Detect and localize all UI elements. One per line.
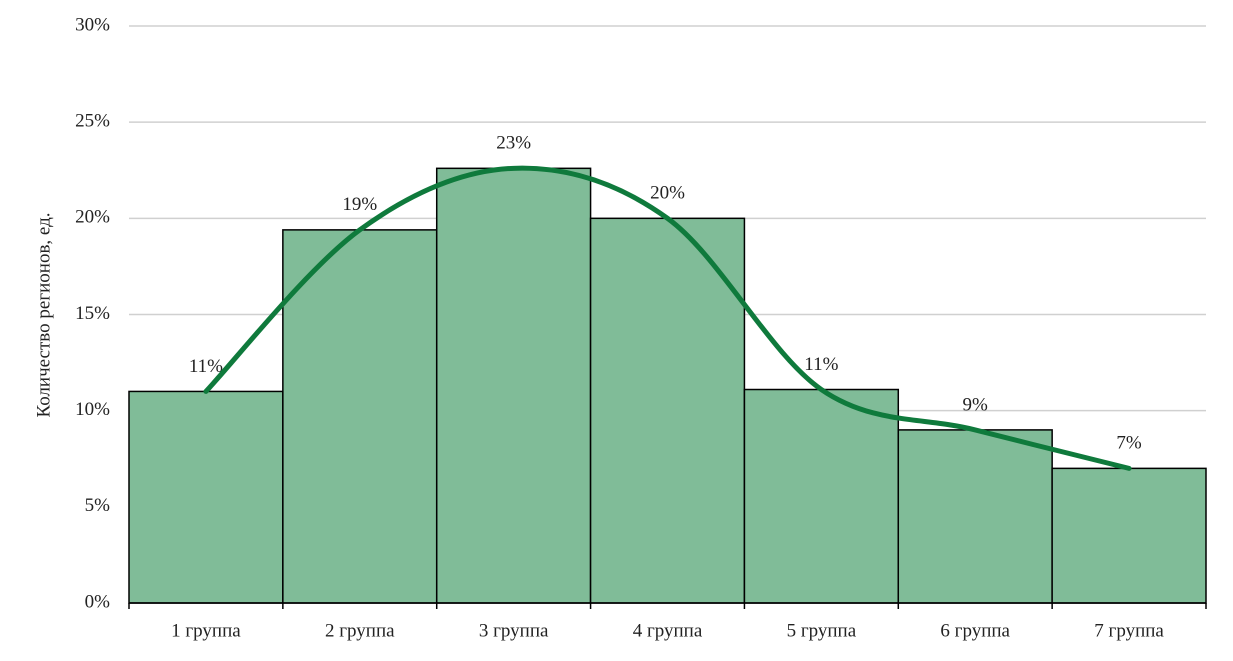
- bar: [128, 390, 284, 604]
- y-tick-label: 20%: [75, 207, 110, 228]
- bar: [435, 167, 592, 604]
- y-tick-label: 10%: [75, 399, 110, 420]
- bar: [1051, 467, 1207, 604]
- data-label: 20%: [650, 183, 685, 204]
- x-tick-label: 3 группа: [479, 620, 549, 641]
- x-tick-label: 6 группа: [940, 620, 1010, 641]
- y-axis-title: Количество регионов, ед.: [33, 212, 54, 417]
- y-tick-label: 0%: [85, 591, 111, 612]
- x-tick-label: 1 группа: [171, 620, 241, 641]
- x-tick-label: 5 группа: [787, 620, 857, 641]
- bar: [743, 388, 900, 604]
- data-label: 7%: [1116, 433, 1142, 454]
- bar: [897, 429, 1053, 604]
- data-label: 19%: [342, 194, 377, 215]
- y-tick-label: 25%: [75, 111, 110, 132]
- data-label: 23%: [496, 133, 531, 154]
- x-tick-label: 7 группа: [1094, 620, 1164, 641]
- bar: [282, 229, 438, 604]
- data-label: 11%: [189, 356, 223, 377]
- x-tick-label: 2 группа: [325, 620, 395, 641]
- x-tick-label: 4 группа: [633, 620, 703, 641]
- y-tick-label: 15%: [75, 303, 110, 324]
- data-label: 9%: [963, 394, 989, 415]
- y-tick-label: 5%: [85, 495, 111, 516]
- trend-line: [203, 165, 1132, 471]
- y-tick-label: 30%: [75, 14, 110, 35]
- data-label: 11%: [804, 354, 838, 375]
